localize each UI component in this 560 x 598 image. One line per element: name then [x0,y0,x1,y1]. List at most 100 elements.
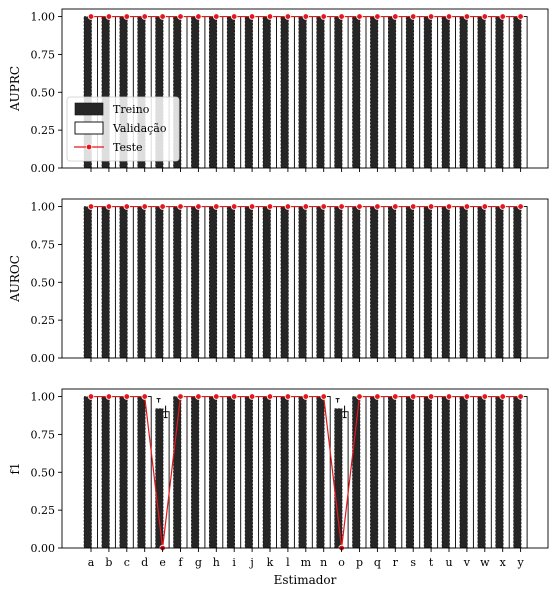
bar-treino-o [334,206,343,359]
point-teste-t [427,393,435,400]
bar-treino-i [226,396,235,549]
bar-treino-k [262,16,271,169]
panel-1: 0.00 0.25 0.50 0.75 1.00 AUPRC [8,8,549,175]
bar-treino-c [119,206,128,359]
bar-treino-r [387,16,397,169]
point-teste-g [195,393,202,400]
bar-treino-x [495,396,504,549]
bar-treino-n [316,206,325,359]
x-tick-label: o [338,556,345,569]
point-teste-n [320,393,327,400]
bar-treino-d [137,206,146,359]
point-teste-s [410,13,417,20]
bar-treino-i [226,16,235,169]
bar-treino-h [209,396,218,549]
x-tick-label: i [232,556,236,569]
point-teste-y [517,393,524,400]
y-tick-label: 0.00 [31,352,56,365]
bar-treino-v [459,396,468,549]
legend: Treino Validação Teste [66,96,180,162]
point-teste-b [105,13,113,20]
point-teste-f [177,393,184,400]
point-teste-i [230,203,238,210]
point-teste-y [517,203,524,210]
bar-treino-e [155,206,164,359]
point-teste-k [266,203,274,210]
x-tick-label: q [374,556,381,569]
legend-label-teste: Teste [113,141,143,154]
point-teste-e [159,13,166,20]
point-teste-t [427,13,435,20]
bar-treino-y [513,206,522,359]
x-tick-label: p [356,556,363,569]
point-teste-x [499,203,506,210]
point-teste-p [356,393,363,400]
bar-treino-p [352,16,361,169]
point-teste-c [123,203,130,210]
bar-treino-n [316,16,325,169]
y-tick-label: 0.50 [31,276,56,289]
point-teste-q [374,203,381,210]
bar-treino-d [137,396,146,549]
bar-treino-i [226,206,235,359]
bar-treino-n [316,396,325,549]
point-teste-f [177,13,184,20]
x-tick-label: e [159,556,166,569]
point-teste-h [213,203,220,210]
point-teste-l [284,13,292,20]
axes-frame [61,198,549,359]
bar-treino-j [244,16,253,169]
bar-treino-s [405,16,415,169]
point-teste-j [248,13,256,20]
point-teste-d [141,13,148,20]
point-teste-a [87,13,95,20]
point-teste-c [123,393,130,400]
point-teste-n [320,13,327,20]
bar-treino-j [244,396,253,549]
point-teste-m [302,393,309,400]
point-teste-t [427,203,435,210]
point-teste-y [517,13,524,20]
bar-treino-t [423,16,432,169]
point-teste-e [159,203,166,210]
y-tick-label: 0.75 [31,428,56,441]
point-teste-w [481,13,488,20]
point-teste-o [338,13,345,20]
point-teste-g [195,13,202,20]
point-teste-h [213,13,220,20]
point-teste-x [499,13,506,20]
bar-treino-w [477,206,486,359]
y-axis-title: f1 [8,462,22,474]
point-teste-b [105,203,113,210]
point-teste-i [230,13,238,20]
x-tick-label: t [429,556,434,569]
point-teste-l [284,393,292,400]
errorbar-o [335,398,347,419]
bar-treino-s [405,206,415,359]
point-teste-w [481,203,488,210]
errorbar-e [156,398,168,419]
x-tick-label: y [516,556,524,569]
point-teste-b [105,393,113,400]
point-teste-h [213,393,220,400]
bar-treino-g [191,206,200,359]
y-tick-label: 0.75 [31,48,56,61]
x-tick-label: g [195,556,202,569]
bar-treino-k [262,396,271,549]
y-tick-label: 0.25 [31,314,56,327]
x-tick-label: x [500,556,507,569]
point-teste-c [123,13,130,20]
y-tick-label: 0.00 [31,542,56,555]
x-tick-label: b [105,556,112,569]
bar-treino-q [370,396,379,549]
point-teste-k [266,393,274,400]
point-teste-u [445,13,453,20]
axes-frame [61,8,549,169]
point-teste-q [374,393,381,400]
bar-treino-h [209,16,218,169]
bar-treino-g [191,16,200,169]
point-teste-k [266,13,274,20]
bar-treino-x [495,206,504,359]
point-teste-g [195,203,202,210]
point-teste-r [392,203,399,210]
